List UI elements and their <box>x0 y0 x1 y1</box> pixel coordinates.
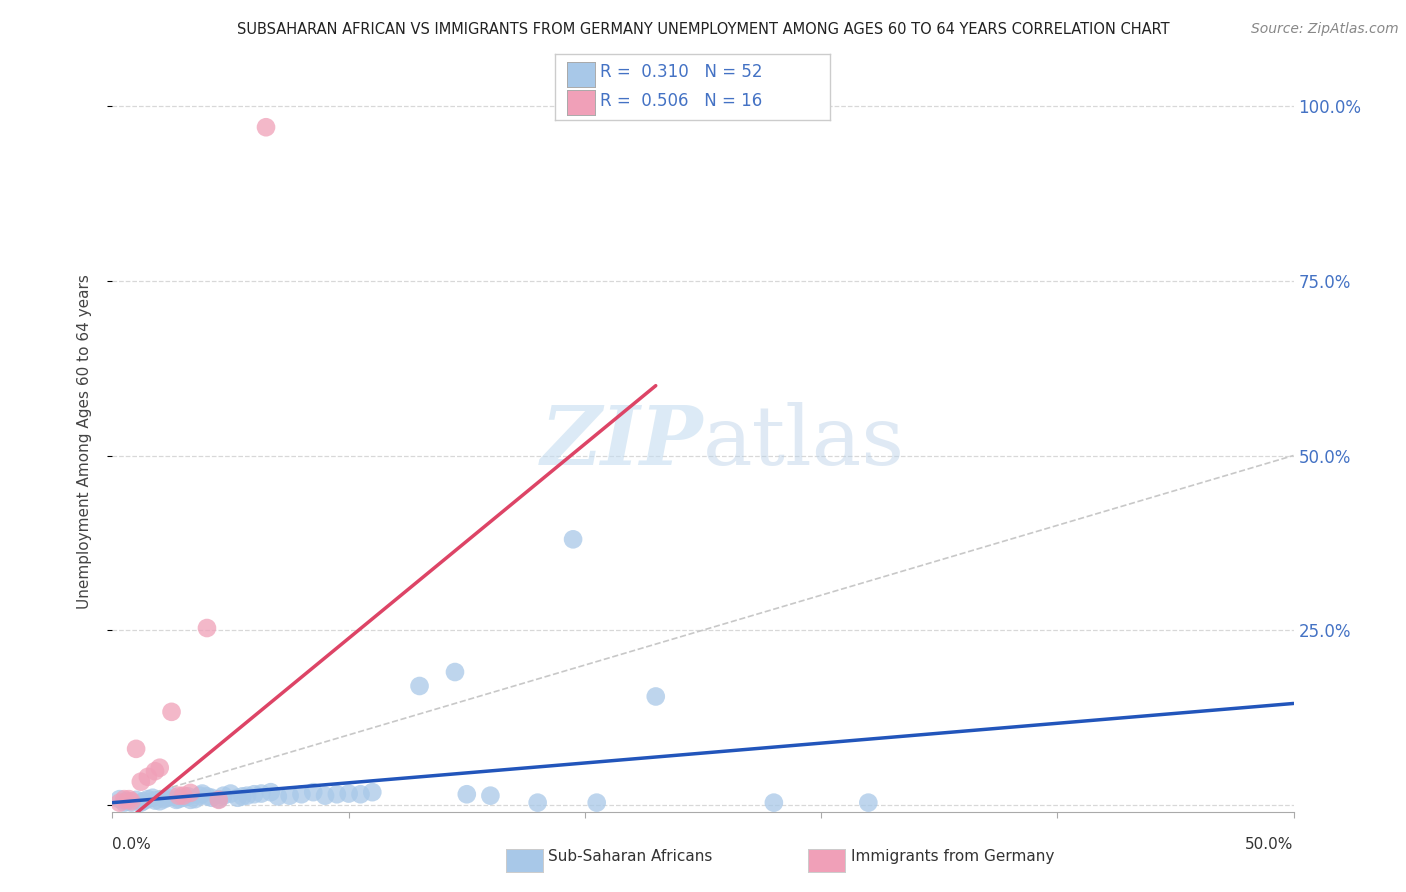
Point <box>644 690 666 704</box>
Point <box>149 761 172 775</box>
Point <box>260 785 283 799</box>
Point <box>142 790 165 805</box>
Point <box>226 790 249 805</box>
Point <box>167 789 190 803</box>
Point <box>108 792 131 806</box>
Point <box>208 793 231 807</box>
Point <box>118 792 141 806</box>
Point <box>156 790 179 805</box>
Point <box>326 787 349 801</box>
Point <box>160 789 183 804</box>
Text: atlas: atlas <box>703 401 905 482</box>
Point <box>165 793 187 807</box>
Point <box>125 742 148 756</box>
Text: SUBSAHARAN AFRICAN VS IMMIGRANTS FROM GERMANY UNEMPLOYMENT AMONG AGES 60 TO 64 Y: SUBSAHARAN AFRICAN VS IMMIGRANTS FROM GE… <box>236 22 1170 37</box>
Point <box>184 792 207 806</box>
Point <box>195 789 218 804</box>
Point <box>278 789 301 803</box>
Point <box>172 789 194 803</box>
Point <box>236 789 259 803</box>
Point <box>361 785 384 799</box>
Point <box>160 705 183 719</box>
Point <box>120 796 142 810</box>
Text: ZIP: ZIP <box>540 401 703 482</box>
Point <box>108 796 131 810</box>
Point <box>132 794 155 808</box>
Point <box>585 796 607 810</box>
Point <box>219 787 242 801</box>
Point <box>302 785 325 799</box>
Text: R =  0.310   N = 52: R = 0.310 N = 52 <box>600 63 763 81</box>
Point <box>231 789 253 804</box>
Point <box>143 793 166 807</box>
Point <box>112 796 135 810</box>
Point <box>562 533 585 547</box>
Text: 0.0%: 0.0% <box>112 837 152 852</box>
Point <box>129 796 152 810</box>
Point <box>112 792 135 806</box>
Point <box>762 796 785 810</box>
Point <box>177 789 200 804</box>
Point <box>167 792 190 806</box>
Text: 50.0%: 50.0% <box>1246 837 1294 852</box>
Point <box>314 789 336 803</box>
Point <box>408 679 430 693</box>
Point <box>201 790 224 805</box>
Point <box>243 787 266 801</box>
Text: Sub-Saharan Africans: Sub-Saharan Africans <box>548 849 713 864</box>
Point <box>136 770 159 784</box>
Point <box>267 789 290 804</box>
Point <box>120 794 142 808</box>
Y-axis label: Unemployment Among Ages 60 to 64 years: Unemployment Among Ages 60 to 64 years <box>77 274 91 609</box>
Point <box>179 786 201 800</box>
Point <box>479 789 502 803</box>
Point <box>456 787 478 801</box>
Point <box>858 796 880 810</box>
Point <box>212 789 235 803</box>
Point <box>129 774 152 789</box>
Point <box>290 787 312 801</box>
Point <box>444 665 467 679</box>
Point <box>526 796 548 810</box>
Point <box>136 792 159 806</box>
Point <box>179 793 201 807</box>
Point <box>188 789 211 803</box>
Point <box>125 793 148 807</box>
Point <box>143 764 166 779</box>
Point <box>195 621 218 635</box>
Text: Source: ZipAtlas.com: Source: ZipAtlas.com <box>1251 22 1399 37</box>
Point <box>115 794 138 808</box>
Text: Immigrants from Germany: Immigrants from Germany <box>851 849 1054 864</box>
Point <box>349 787 371 801</box>
Point <box>208 792 231 806</box>
Point <box>172 790 194 805</box>
Text: R =  0.506   N = 16: R = 0.506 N = 16 <box>600 92 762 110</box>
Point <box>191 787 214 801</box>
Point <box>250 787 273 801</box>
Point <box>153 792 176 806</box>
Point <box>149 794 172 808</box>
Point <box>254 120 277 135</box>
Point <box>337 787 360 801</box>
